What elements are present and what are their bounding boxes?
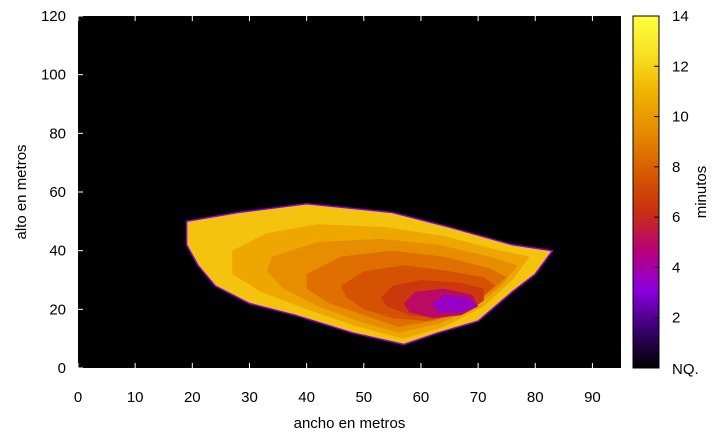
x-tick-label: 40 — [298, 389, 315, 406]
y-tick-label: 20 — [49, 301, 66, 318]
colorbar-ticks: 2 4 6 8 10 12 14 — [654, 8, 689, 327]
x-tick-label: 30 — [241, 389, 258, 406]
colorbar-tick-label: 10 — [672, 109, 689, 126]
x-tick-label: 90 — [584, 389, 601, 406]
colorbar-bottom-label: NQ. — [672, 361, 699, 378]
y-axis-ticks: 0 20 40 60 80 100 120 — [41, 8, 83, 377]
y-tick-label: 40 — [49, 243, 66, 260]
x-tick-label: 0 — [74, 389, 82, 406]
y-tick-label: 80 — [49, 125, 66, 142]
y-tick-label: 100 — [41, 67, 66, 84]
y-tick-label: 60 — [49, 184, 66, 201]
colorbar-tick-label: 14 — [672, 8, 689, 25]
heat-regions — [185, 202, 554, 346]
colorbar-tick-label: 4 — [672, 259, 680, 276]
y-tick-label: 0 — [58, 360, 66, 377]
heat-region-7 — [432, 294, 479, 313]
y-axis-label: alto en metros — [13, 144, 30, 239]
x-tick-label: 60 — [413, 389, 430, 406]
x-tick-label: 70 — [470, 389, 487, 406]
x-axis-ticks: 0 10 20 30 40 50 60 70 80 90 — [74, 16, 601, 406]
colorbar-label: minutos — [693, 166, 710, 219]
y-tick-label: 120 — [41, 8, 66, 25]
x-axis-label: ancho en metros — [294, 415, 406, 432]
colorbar-tick-label: 8 — [672, 159, 680, 176]
x-tick-label: 80 — [527, 389, 544, 406]
colorbar-tick-label: 2 — [672, 310, 680, 327]
colorbar-tick-label: 12 — [672, 58, 689, 75]
x-tick-label: 20 — [184, 389, 201, 406]
x-tick-label: 50 — [355, 389, 372, 406]
x-tick-label: 10 — [127, 389, 144, 406]
colorbar — [632, 15, 660, 369]
colorbar-tick-label: 6 — [672, 209, 680, 226]
